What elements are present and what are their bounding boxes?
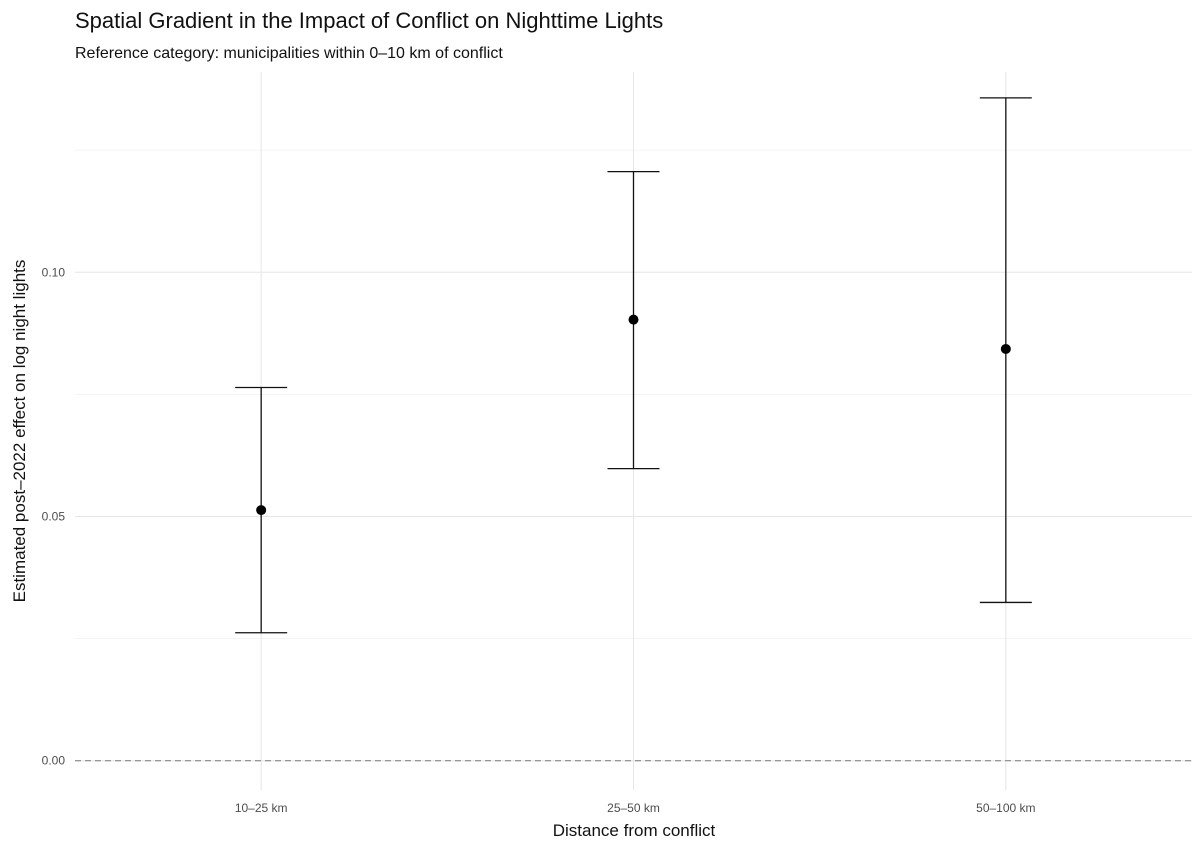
x-axis-ticks: 10–25 km 25–50 km 50–100 km bbox=[235, 801, 1036, 815]
estimate-point bbox=[628, 314, 639, 325]
y-axis-ticks: 0.00 0.05 0.10 bbox=[42, 265, 66, 767]
y-axis-title: Estimated post–2022 effect on log night … bbox=[10, 260, 29, 603]
estimates bbox=[235, 97, 1032, 634]
x-tick-label: 25–50 km bbox=[607, 801, 660, 815]
y-tick-label: 0.05 bbox=[42, 509, 66, 523]
x-tick-label: 50–100 km bbox=[976, 801, 1035, 815]
estimate-point bbox=[1000, 343, 1011, 354]
y-tick-label: 0.00 bbox=[42, 754, 66, 768]
x-axis-title: Distance from conflict bbox=[553, 821, 716, 840]
chart-title: Spatial Gradient in the Impact of Confli… bbox=[75, 8, 663, 33]
estimate-point bbox=[256, 505, 267, 516]
chart-subtitle: Reference category: municipalities withi… bbox=[75, 45, 503, 62]
x-tick-label: 10–25 km bbox=[235, 801, 288, 815]
y-tick-label: 0.10 bbox=[42, 265, 66, 279]
